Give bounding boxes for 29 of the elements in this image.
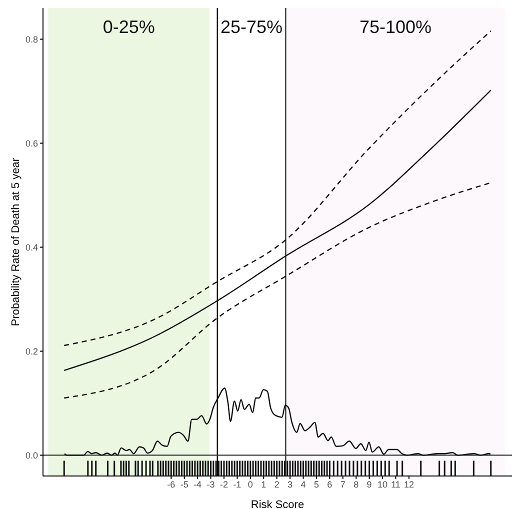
x-tick-label: 9 bbox=[366, 479, 372, 490]
y-tick-label: 0.4 bbox=[25, 242, 38, 252]
y-tick-label: 0.6 bbox=[25, 138, 38, 148]
x-tick-label: 7 bbox=[340, 479, 346, 490]
x-tick-label: 11 bbox=[391, 479, 400, 490]
band-label: 0-25% bbox=[102, 16, 155, 37]
y-tick-label: 0.2 bbox=[25, 346, 38, 356]
x-tick-label: 10 bbox=[378, 479, 388, 490]
y-tick-label: 0.8 bbox=[25, 34, 38, 44]
x-tick-label: -1 bbox=[233, 479, 242, 490]
x-tick-label: 6 bbox=[327, 479, 332, 490]
x-tick-label: 3 bbox=[288, 479, 293, 490]
band-label: 75-100% bbox=[360, 16, 432, 37]
x-tick-label: 2 bbox=[274, 479, 280, 490]
annotation: 25-75% bbox=[220, 16, 283, 37]
y-axis-title: Probability Rate of Death at 5 year bbox=[10, 158, 22, 326]
x-tick-label: 0 bbox=[248, 479, 253, 490]
y-tick-label: 0.0 bbox=[25, 450, 38, 460]
x-tick-label: 12 bbox=[404, 479, 414, 490]
x-tick-label: -4 bbox=[194, 479, 202, 490]
x-tick-label: -3 bbox=[206, 479, 215, 490]
x-tick-label: 8 bbox=[354, 479, 359, 490]
x-axis-title: Risk Score bbox=[250, 499, 304, 509]
x-tick-label: -6 bbox=[167, 479, 176, 490]
x-tick-label: -2 bbox=[220, 479, 228, 490]
x-tick-label: 4 bbox=[300, 479, 306, 490]
x-tick-label: 5 bbox=[314, 479, 319, 490]
x-tick-label: -5 bbox=[180, 479, 188, 490]
x-tick-label: 1 bbox=[261, 479, 266, 490]
